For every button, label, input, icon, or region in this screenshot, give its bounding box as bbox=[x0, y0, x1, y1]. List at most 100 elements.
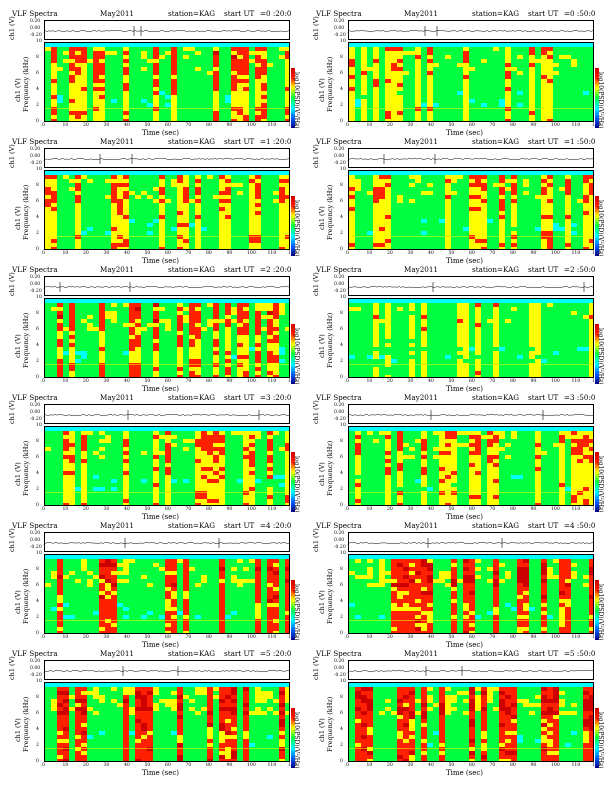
psd-cell bbox=[355, 223, 361, 227]
psd-cell bbox=[523, 239, 529, 243]
psd-cell bbox=[505, 175, 511, 179]
freq-tick-label: 0 bbox=[340, 119, 343, 124]
psd-cell bbox=[385, 243, 391, 247]
psd-cell bbox=[219, 243, 225, 247]
psd-cell bbox=[535, 71, 541, 75]
psd-cell bbox=[87, 311, 93, 315]
psd-cell bbox=[469, 335, 475, 339]
psd-cell bbox=[553, 103, 559, 107]
psd-cell bbox=[427, 119, 433, 121]
psd-cell bbox=[69, 231, 75, 235]
psd-cell bbox=[475, 339, 481, 343]
psd-cell bbox=[273, 243, 279, 247]
psd-cell bbox=[439, 79, 445, 83]
psd-cell bbox=[165, 335, 171, 339]
psd-cell bbox=[463, 243, 469, 247]
psd-cell bbox=[171, 67, 177, 71]
psd-cell bbox=[255, 231, 261, 235]
psd-cell bbox=[249, 303, 255, 307]
psd-cell bbox=[367, 247, 373, 249]
psd-cell bbox=[129, 179, 135, 183]
psd-cell bbox=[225, 335, 231, 339]
psd-cell bbox=[93, 107, 99, 111]
psd-cell bbox=[231, 335, 237, 339]
psd-cell bbox=[69, 227, 75, 231]
psd-cell bbox=[285, 235, 289, 239]
psd-cell bbox=[57, 107, 63, 111]
psd-cell bbox=[487, 319, 493, 323]
psd-cell bbox=[93, 239, 99, 243]
psd-cell bbox=[147, 243, 153, 247]
psd-cell bbox=[111, 351, 117, 355]
psd-cell bbox=[589, 195, 593, 199]
psd-cell bbox=[45, 243, 51, 247]
psd-cell bbox=[409, 95, 415, 99]
psd-cell bbox=[183, 299, 189, 303]
psd-cell bbox=[457, 199, 463, 203]
psd-cell bbox=[105, 79, 111, 83]
psd-cell bbox=[481, 119, 487, 121]
psd-cell bbox=[255, 79, 261, 83]
psd-cell bbox=[171, 183, 177, 187]
psd-cell bbox=[219, 107, 225, 111]
psd-cell bbox=[225, 203, 231, 207]
psd-cell bbox=[373, 107, 379, 111]
psd-cell bbox=[207, 59, 213, 63]
psd-cell bbox=[141, 55, 147, 59]
psd-cell bbox=[219, 99, 225, 103]
psd-cell bbox=[403, 351, 409, 355]
psd-cell bbox=[195, 323, 201, 327]
psd-cell bbox=[493, 99, 499, 103]
psd-cell bbox=[565, 79, 571, 83]
psd-cell bbox=[379, 215, 385, 219]
psd-cell bbox=[493, 87, 499, 91]
psd-cell bbox=[589, 219, 593, 223]
psd-cell bbox=[57, 75, 63, 79]
psd-cell bbox=[219, 219, 225, 223]
psd-cell bbox=[177, 371, 183, 375]
panel-station: station=KAG bbox=[472, 137, 520, 146]
psd-cell bbox=[159, 211, 165, 215]
psd-cell bbox=[529, 339, 535, 343]
psd-cell bbox=[201, 107, 207, 111]
psd-cell bbox=[135, 247, 141, 249]
psd-cell bbox=[261, 191, 267, 195]
psd-cell bbox=[201, 55, 207, 59]
psd-cell bbox=[541, 331, 547, 335]
psd-cell bbox=[571, 243, 577, 247]
psd-cell bbox=[51, 43, 57, 47]
psd-cell bbox=[583, 335, 589, 339]
psd-cell bbox=[511, 231, 517, 235]
psd-cell bbox=[427, 351, 433, 355]
psd-cell bbox=[367, 307, 373, 311]
psd-cell bbox=[493, 235, 499, 239]
psd-cell bbox=[577, 343, 583, 347]
psd-cell bbox=[535, 183, 541, 187]
psd-cell bbox=[349, 339, 355, 343]
psd-cell bbox=[361, 331, 367, 335]
psd-cell bbox=[135, 363, 141, 367]
psd-cell bbox=[213, 83, 219, 87]
psd-cell bbox=[117, 195, 123, 199]
psd-cell bbox=[355, 303, 361, 307]
psd-cell bbox=[415, 171, 421, 175]
psd-cell bbox=[391, 107, 397, 111]
psd-cell bbox=[523, 315, 529, 319]
psd-cell bbox=[189, 51, 195, 55]
psd-cell bbox=[541, 235, 547, 239]
psd-cell bbox=[171, 107, 177, 111]
psd-cell bbox=[117, 99, 123, 103]
psd-cell bbox=[171, 171, 177, 175]
psd-cell bbox=[553, 315, 559, 319]
psd-cell bbox=[565, 331, 571, 335]
psd-cell bbox=[105, 43, 111, 47]
psd-cell bbox=[409, 219, 415, 223]
psd-cell bbox=[51, 307, 57, 311]
psd-cell bbox=[481, 55, 487, 59]
psd-cell bbox=[81, 239, 87, 243]
psd-cell bbox=[583, 247, 589, 249]
psd-cell bbox=[237, 195, 243, 199]
psd-cell bbox=[99, 323, 105, 327]
psd-cell bbox=[273, 311, 279, 315]
psd-cell bbox=[571, 71, 577, 75]
